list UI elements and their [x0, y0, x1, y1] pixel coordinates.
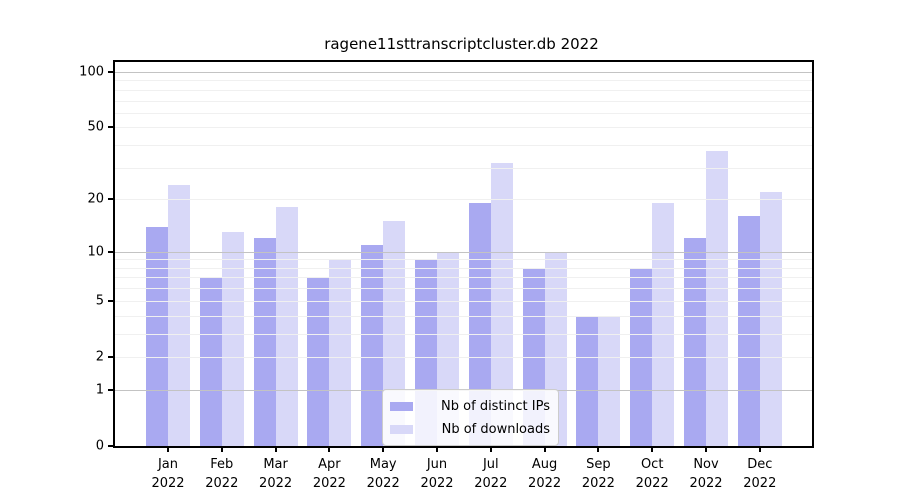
y-tick-2 [108, 355, 114, 358]
x-tick-label-apr: Apr 2022 [312, 457, 346, 491]
x-tick-label-may: May 2022 [366, 457, 400, 491]
gridline-70 [115, 100, 812, 102]
x-tick-label-jul: Jul 2022 [474, 457, 508, 491]
y-tick-label-2: 2 [95, 349, 104, 365]
y-tick-label-0: 0 [95, 438, 104, 454]
gridline-60 [115, 112, 812, 114]
gridline-50 [115, 127, 812, 129]
bar-feb-downloads [221, 232, 244, 446]
gridline-90 [115, 80, 812, 82]
gridline-20 [115, 199, 812, 201]
bar-feb-distinct-ips [199, 277, 222, 446]
bar-sep-distinct-ips [576, 315, 599, 446]
legend-label-downloads: Nb of downloads [441, 421, 550, 437]
plot-area: Nb of distinct IPs Nb of downloads 100 50… [79, 60, 814, 491]
gridline-80 [115, 89, 812, 91]
bar-oct-downloads [652, 203, 675, 446]
y-tick-100 [108, 70, 114, 73]
x-tick-dec [758, 447, 761, 452]
x-tick-label-feb: Feb 2022 [205, 457, 239, 491]
x-tick-jul [489, 447, 492, 452]
legend-swatch-distinct-ips [390, 401, 413, 411]
bar-apr-downloads [329, 259, 352, 446]
x-tick-jun [436, 447, 438, 452]
chart-title: ragene11sttranscriptcluster.db 2022 [324, 35, 599, 53]
bar-nov-downloads [706, 151, 728, 446]
legend-swatch-downloads [390, 424, 413, 434]
y-tick-label-50: 50 [87, 119, 104, 135]
x-tick-feb [220, 447, 223, 452]
gridline-5 [115, 300, 812, 302]
gridline-3 [115, 333, 812, 335]
x-tick-apr [328, 447, 331, 452]
x-tick-nov [705, 447, 707, 452]
bar-jan-distinct-ips [146, 226, 168, 446]
bar-mar-distinct-ips [253, 238, 276, 446]
gridline-9 [115, 259, 812, 261]
y-tick-20 [108, 198, 114, 201]
bar-dec-downloads [759, 191, 782, 446]
y-tick-0 [108, 445, 114, 447]
x-tick-label-sep: Sep 2022 [581, 457, 615, 491]
gridline-4 [115, 315, 812, 317]
x-tick-label-oct: Oct 2022 [635, 457, 669, 491]
x-tick-mar [274, 447, 277, 452]
x-tick-label-mar: Mar 2022 [259, 457, 293, 491]
legend-item-downloads: Nb of downloads [390, 419, 550, 439]
y-tick-label-100: 100 [79, 64, 104, 80]
y-tick-1 [108, 388, 114, 391]
gridline-6 [115, 288, 812, 290]
x-tick-label-nov: Nov 2022 [689, 457, 723, 491]
gridline-8 [115, 267, 812, 269]
bar-jul-distinct-ips [468, 203, 491, 446]
y-tick-label-1: 1 [95, 382, 104, 398]
y-tick-label-20: 20 [87, 191, 104, 207]
y-tick-label-5: 5 [95, 293, 104, 309]
legend-label-distinct-ips: Nb of distinct IPs [441, 398, 550, 414]
gridline-100 [115, 71, 812, 73]
legend: Nb of distinct IPs Nb of downloads [382, 389, 559, 446]
bar-nov-distinct-ips [684, 238, 706, 446]
y-tick-label-10: 10 [87, 244, 104, 260]
gridline-30 [115, 167, 812, 169]
gridline-10 [115, 251, 812, 253]
x-tick-label-jan: Jan 2022 [151, 457, 185, 491]
bar-may-distinct-ips [361, 244, 384, 446]
bar-sep-downloads [598, 315, 621, 446]
gridline-7 [115, 277, 812, 279]
x-tick-oct [651, 447, 654, 452]
gridline-2 [115, 356, 812, 358]
y-tick-10 [108, 250, 114, 253]
x-tick-label-aug: Aug 2022 [528, 457, 562, 491]
legend-item-distinct-ips: Nb of distinct IPs [390, 396, 550, 416]
x-tick-label-jun: Jun 2022 [420, 457, 454, 491]
x-tick-label-dec: Dec 2022 [743, 457, 777, 491]
bar-dec-distinct-ips [737, 216, 760, 446]
x-tick-jan [167, 447, 169, 452]
bar-jul-downloads [490, 162, 513, 446]
bar-apr-distinct-ips [307, 277, 330, 446]
y-tick-50 [108, 126, 114, 129]
x-tick-aug [543, 447, 546, 452]
x-tick-sep [597, 447, 600, 452]
gridline-40 [115, 145, 812, 147]
y-tick-5 [108, 299, 114, 302]
x-tick-may [382, 447, 385, 452]
bar-mar-downloads [275, 207, 298, 446]
